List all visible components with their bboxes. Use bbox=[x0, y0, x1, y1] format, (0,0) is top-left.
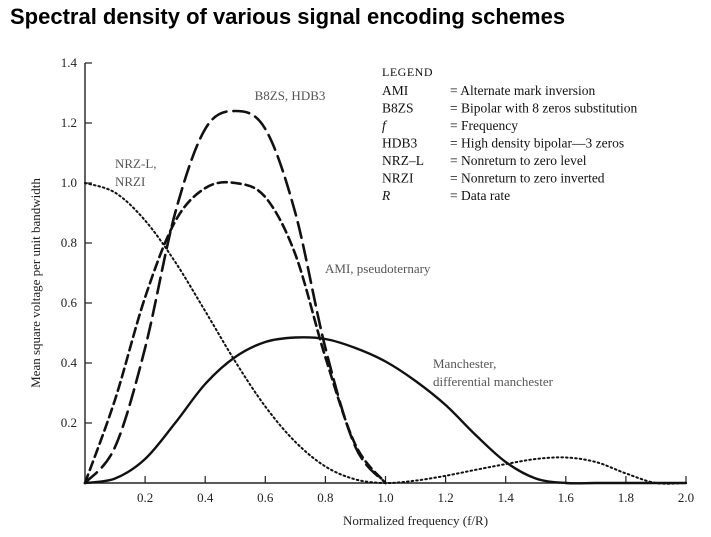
legend-term: NRZI bbox=[382, 171, 414, 186]
legend-term: HDB3 bbox=[382, 136, 418, 151]
legend-definition: = Frequency bbox=[450, 118, 518, 133]
legend-term: NRZ–L bbox=[382, 153, 424, 168]
legend-definition: = Alternate mark inversion bbox=[450, 83, 595, 98]
legend-definition: = High density bipolar—3 zeros bbox=[450, 136, 624, 151]
curve-annotation: NRZI bbox=[115, 174, 145, 189]
y-tick-label: 0.6 bbox=[61, 295, 78, 310]
curve-annotation: AMI, pseudoternary bbox=[325, 261, 431, 276]
x-tick-label: 2.0 bbox=[678, 490, 694, 505]
x-axis-label: Normalized frequency (f/R) bbox=[343, 513, 488, 528]
legend: LEGEND AMI = Alternate mark inversion B8ZS… bbox=[381, 65, 637, 203]
legend-term: B8ZS bbox=[382, 101, 414, 116]
y-tick-label: 0.2 bbox=[61, 415, 77, 430]
legend-heading: LEGEND bbox=[382, 65, 433, 79]
legend-definition: = Nonreturn to zero inverted bbox=[450, 171, 605, 186]
legend-term: R bbox=[381, 188, 391, 203]
b8zs-series-line bbox=[83, 109, 387, 485]
x-tick-label: 0.6 bbox=[257, 490, 274, 505]
legend-definition: = Data rate bbox=[450, 188, 510, 203]
y-tick-label: 1.0 bbox=[61, 175, 77, 190]
legend-entries: AMI = Alternate mark inversion B8ZS = Bipol… bbox=[381, 83, 637, 203]
page-title: Spectral density of various signal encod… bbox=[10, 4, 566, 29]
curve-annotation: differential manchester bbox=[433, 374, 554, 389]
x-tick-label: 1.8 bbox=[618, 490, 634, 505]
curve-annotations: B8ZS, HDB3 NRZ-L, NRZI AMI, pseudoternary Ma… bbox=[115, 88, 554, 389]
y-ticks: 0.2 0.4 0.6 0.8 1.0 1.2 1.4 bbox=[61, 55, 92, 430]
x-tick-label: 1.0 bbox=[377, 490, 393, 505]
y-tick-label: 0.8 bbox=[61, 235, 77, 250]
legend-definition: = Bipolar with 8 zeros substitution bbox=[450, 101, 637, 116]
manchester-series-line bbox=[83, 336, 688, 485]
curve-annotation: B8ZS, HDB3 bbox=[255, 88, 326, 103]
curve-annotation: Manchester, bbox=[433, 356, 496, 371]
series-lines bbox=[83, 109, 688, 485]
curve-annotation: NRZ-L, bbox=[115, 156, 157, 171]
x-tick-label: 0.8 bbox=[317, 490, 333, 505]
y-tick-label: 0.4 bbox=[61, 355, 78, 370]
y-tick-label: 1.2 bbox=[61, 115, 77, 130]
x-tick-label: 1.4 bbox=[498, 490, 515, 505]
x-tick-label: 0.4 bbox=[197, 490, 214, 505]
x-tick-label: 1.2 bbox=[437, 490, 453, 505]
legend-term: AMI bbox=[382, 83, 409, 98]
ami-series-line bbox=[83, 180, 387, 485]
y-tick-label: 1.4 bbox=[61, 55, 78, 70]
legend-definition: = Nonreturn to zero level bbox=[450, 153, 587, 168]
nrz-series-line bbox=[84, 182, 687, 485]
y-axis-label: Mean square voltage per unit bandwidth bbox=[28, 178, 43, 388]
legend-term: f bbox=[382, 118, 388, 133]
x-tick-label: 0.2 bbox=[137, 490, 153, 505]
x-tick-label: 1.6 bbox=[558, 490, 575, 505]
